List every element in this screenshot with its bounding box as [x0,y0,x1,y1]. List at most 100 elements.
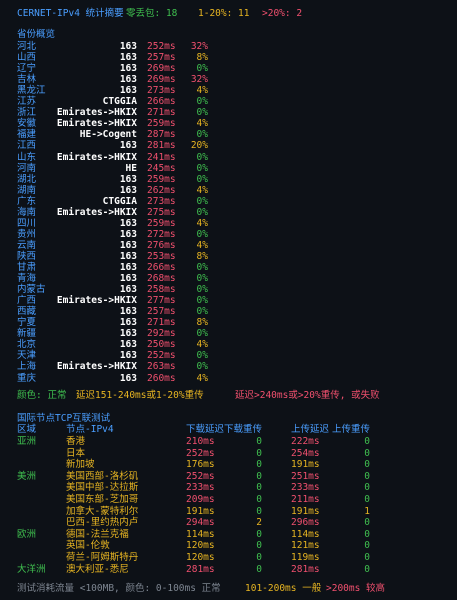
node: 英国-伦敦 [66,540,110,552]
province: 重庆 [17,372,37,384]
province: 河南 [17,162,37,174]
province: 江西 [17,140,37,152]
upload-retrans: 1 [364,505,370,517]
download-latency: 252ms [186,447,215,459]
section-title: 省份概览 [17,29,56,40]
province: 北京 [17,339,37,351]
node: 美国西部-洛杉矶 [66,470,139,482]
download-retrans: 0 [256,459,262,471]
route: 163 [119,328,137,340]
region: 亚洲 [17,436,37,447]
low-loss: 1-20%: 11 [198,8,250,19]
province: 海南 [17,206,37,218]
upload-retrans: 0 [364,459,370,471]
province: 青海 [17,273,37,285]
upload-latency: 119ms [291,552,320,563]
download-latency: 209ms [186,494,215,505]
node: 美国东部-芝加哥 [66,494,139,505]
column-header: 区域 [17,424,37,435]
download-latency: 281ms [186,563,215,575]
column-header: 节点-IPv4 [66,424,114,435]
latency: 271ms [147,107,176,119]
route: Emirates->HKIX [56,361,137,373]
latency: 273ms [147,85,176,97]
province: 宁夏 [17,317,37,329]
province: 陕西 [17,250,37,262]
route: 163 [119,284,137,296]
latency: 268ms [147,273,176,285]
legend-ok: 颜色: 正常 [17,390,67,401]
download-retrans: 2 [256,517,262,529]
route: 163 [119,273,137,285]
loss-rate: 4% [196,118,208,130]
download-latency: 252ms [186,470,215,482]
latency: 252ms [147,41,176,52]
node: 德国-法兰克福 [66,528,129,540]
route: 163 [119,184,137,196]
download-retrans: 0 [256,494,262,505]
province: 天津 [17,350,37,362]
latency: 271ms [147,317,176,329]
loss-rate: 8% [196,250,208,262]
latency: 269ms [147,74,176,86]
loss-rate: 0% [196,328,208,340]
latency: 260ms [147,372,176,384]
column-header: 下载延迟 [186,424,225,435]
province: 贵州 [17,228,37,240]
upload-retrans: 0 [364,494,370,505]
latency: 276ms [147,239,176,251]
route: Emirates->HKIX [56,295,137,307]
province: 山东 [17,151,37,163]
latency: 287ms [147,129,176,141]
route: 163 [119,239,137,251]
province: 吉林 [17,74,37,86]
download-retrans: 0 [256,540,262,552]
latency: 258ms [147,284,176,296]
loss-rate: 32% [190,74,208,86]
upload-latency: 121ms [291,540,320,552]
footer-high: >200ms 较高 [326,583,386,594]
legend-warn: 延迟151-240ms或1-20%重传 [76,390,204,401]
province: 湖南 [17,184,37,196]
route: 163 [119,262,137,273]
column-header: 下载重传 [223,424,262,435]
loss-rate: 4% [196,217,208,229]
section-title: 国际节点TCP互联测试 [17,413,111,424]
province: 湖北 [17,173,37,185]
loss-rate: 0% [196,162,208,174]
province: 辽宁 [17,63,37,75]
loss-rate: 0% [196,96,208,108]
download-retrans: 0 [256,436,262,447]
download-retrans: 0 [256,482,262,494]
download-retrans: 0 [256,470,262,482]
upload-retrans: 0 [364,517,370,529]
loss-rate: 0% [196,306,208,318]
latency: 259ms [147,217,176,229]
route: Emirates->HKIX [56,206,137,218]
province: 山西 [17,52,37,64]
province: 河北 [17,41,37,52]
route: 163 [119,317,137,329]
loss-rate: 0% [196,206,208,218]
high-loss: >20%: 2 [262,8,303,19]
loss-rate: 4% [196,85,208,97]
download-latency: 294ms [186,517,215,529]
province: 内蒙古 [17,284,46,296]
route: 163 [119,217,137,229]
loss-rate: 4% [196,339,208,351]
route: Emirates->HKIX [56,118,137,130]
province: 西藏 [17,306,37,318]
latency: 281ms [147,140,176,152]
node: 巴西-里约热内卢 [66,517,139,529]
upload-latency: 296ms [291,517,320,529]
route: 163 [119,339,137,351]
latency: 263ms [147,361,176,373]
loss-rate: 4% [196,239,208,251]
upload-latency: 251ms [291,470,320,482]
node: 澳大利亚-悉尼 [66,563,129,575]
column-header: 上传重传 [331,424,370,435]
download-latency: 120ms [186,552,215,563]
province: 黑龙江 [17,85,46,97]
download-retrans: 0 [256,528,262,540]
loss-rate: 0% [196,284,208,296]
